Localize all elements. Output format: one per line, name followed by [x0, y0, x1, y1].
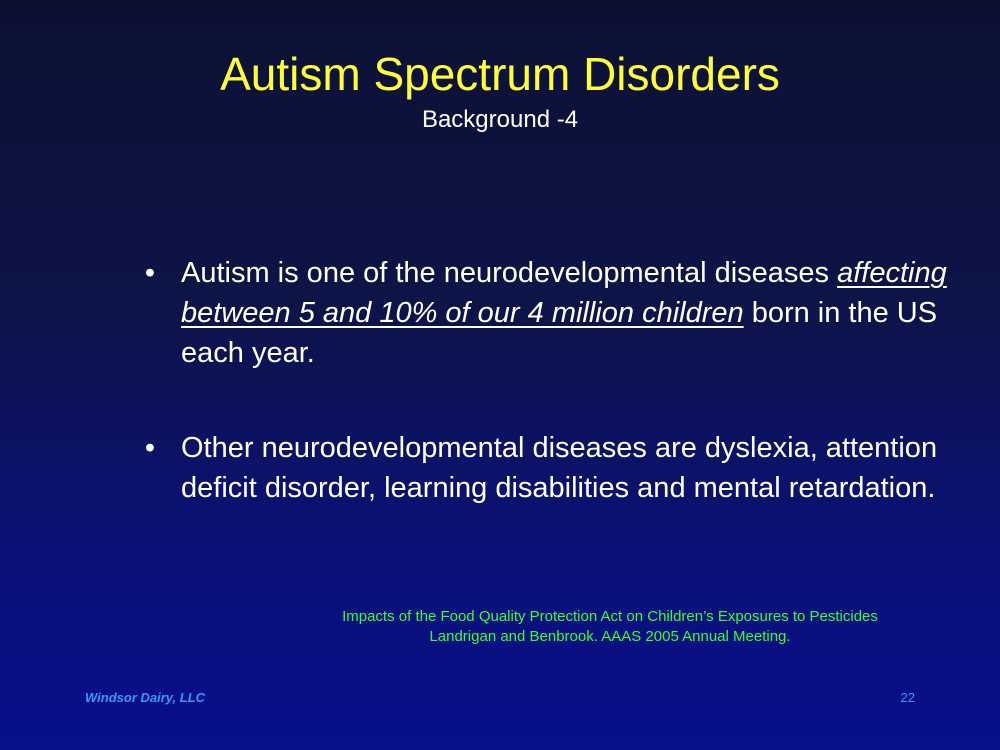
bullet-text: Autism is one of the neurodevelopmental …	[181, 257, 838, 289]
bullet-list: • Autism is one of the neurodevelopmenta…	[140, 253, 970, 563]
bullet-icon: •	[144, 432, 156, 464]
bullet-item: • Other neurodevelopmental diseases are …	[140, 428, 970, 508]
slide-subtitle: Background -4	[421, 106, 579, 133]
citation-line-2: Landrigan and Benbrook. AAAS 2005 Annual…	[429, 628, 791, 645]
bullet-text-end: born in the US each year.	[181, 297, 938, 369]
bullet-emphasis: affecting between 5 and 10% of our 4 mil…	[181, 257, 947, 329]
citation: Impacts of the Food Quality Protection A…	[310, 607, 910, 647]
bullet-icon: •	[144, 257, 156, 289]
citation-line-1: Impacts of the Food Quality Protection A…	[342, 608, 878, 625]
bullet-text: Other neurodevelopmental diseases are dy…	[181, 432, 938, 504]
footer-company: Windsor Dairy, LLC	[85, 690, 206, 705]
footer-page-number: 22	[900, 690, 915, 705]
bullet-item: • Autism is one of the neurodevelopmenta…	[140, 253, 970, 373]
slide-title: Autism Spectrum Disorders	[220, 48, 780, 100]
